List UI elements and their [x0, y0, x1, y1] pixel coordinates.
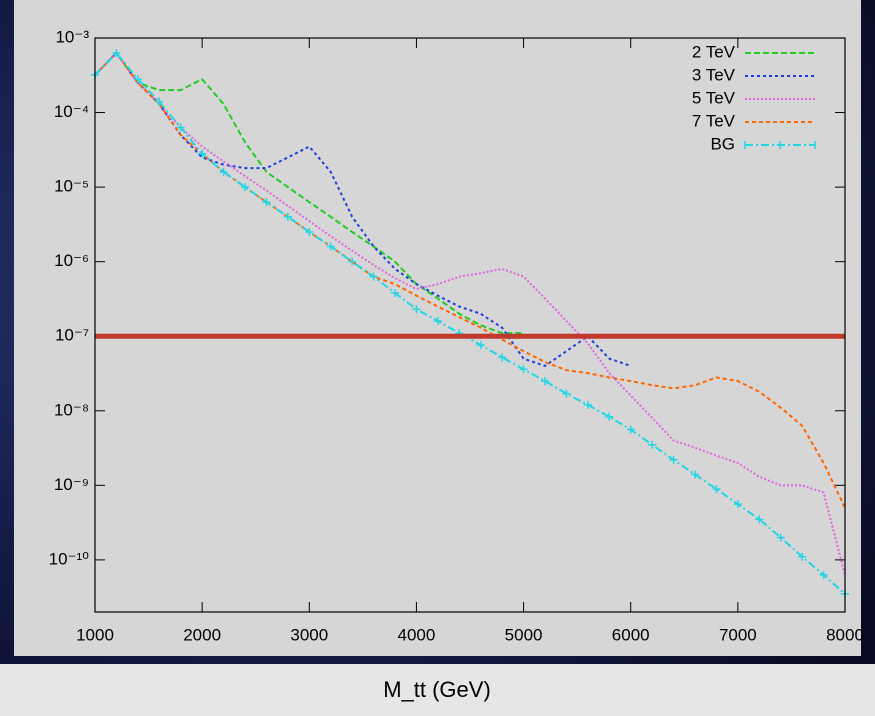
legend-label: 7 TeV: [692, 111, 736, 130]
series-marker: [305, 227, 314, 236]
plot-panel: [14, 0, 861, 656]
series-marker: [605, 412, 614, 421]
series-marker: [819, 570, 828, 579]
series-marker: [348, 257, 357, 266]
series-marker: [712, 485, 721, 494]
series-marker: [476, 341, 485, 350]
legend-label: 2 TeV: [692, 42, 736, 61]
series-marker: [541, 377, 549, 386]
series-line: [94, 51, 524, 335]
label-strip: [0, 664, 875, 716]
series-marker: [755, 515, 764, 524]
series-marker: [733, 500, 742, 509]
plot: 10⁻³ 10⁻⁴ 10⁻⁵ 10⁻⁶ 10⁻⁷ 10⁻⁸ 10⁻⁹ 10⁻¹⁰ 1000 200…: [49, 27, 864, 644]
x-tick-label: 8000: [826, 625, 864, 644]
y-tick-label: 10⁻³: [55, 27, 89, 46]
series-marker: [433, 317, 442, 326]
series-marker: [798, 552, 807, 561]
plot-frame: [94, 37, 846, 613]
series-marker: [155, 97, 164, 106]
series-marker: [369, 272, 378, 281]
series-marker: [498, 353, 507, 362]
series-marker: [412, 305, 421, 314]
series-marker: [776, 533, 785, 542]
y-tick-label: 10⁻⁸: [54, 400, 89, 419]
legend-label: 5 TeV: [692, 88, 736, 107]
series-marker: [691, 470, 699, 479]
x-tick-label: 5000: [505, 625, 543, 644]
series-marker: [198, 149, 207, 158]
y-tick-label: 10⁻¹⁰: [49, 549, 90, 568]
y-tick-label: 10⁻⁷: [55, 326, 89, 345]
y-tick-label: 10⁻⁶: [54, 251, 89, 270]
x-tick-label: 3000: [290, 625, 328, 644]
x-tick-label: 7000: [719, 625, 757, 644]
x-tick-label: 4000: [398, 625, 436, 644]
series-marker: [326, 242, 335, 251]
x-tick-label: 1000: [76, 625, 114, 644]
x-tick-label: 2000: [183, 625, 221, 644]
series-marker: [133, 75, 142, 84]
series-marker: [648, 440, 657, 449]
series-marker: [669, 455, 678, 464]
series-marker: [391, 288, 399, 297]
series-marker: [112, 48, 121, 57]
series-marker: [283, 212, 292, 221]
x-tick-label: 6000: [612, 625, 650, 644]
legend-label: BG: [710, 134, 735, 153]
y-tick-label: 10⁻⁵: [54, 177, 89, 196]
y-tick-label: 10⁻⁴: [54, 102, 89, 121]
x-axis-label: M_tt (GeV): [383, 677, 491, 702]
legend-label: 3 TeV: [692, 65, 736, 84]
series-marker: [262, 198, 271, 207]
series-marker: [219, 167, 228, 176]
series-marker: [562, 389, 571, 398]
series-marker: [241, 183, 249, 192]
series-marker: [519, 365, 528, 374]
series-marker: [583, 400, 592, 409]
y-tick-label: 10⁻⁹: [54, 475, 89, 494]
series-marker: [176, 123, 185, 132]
series-marker: [626, 425, 635, 434]
